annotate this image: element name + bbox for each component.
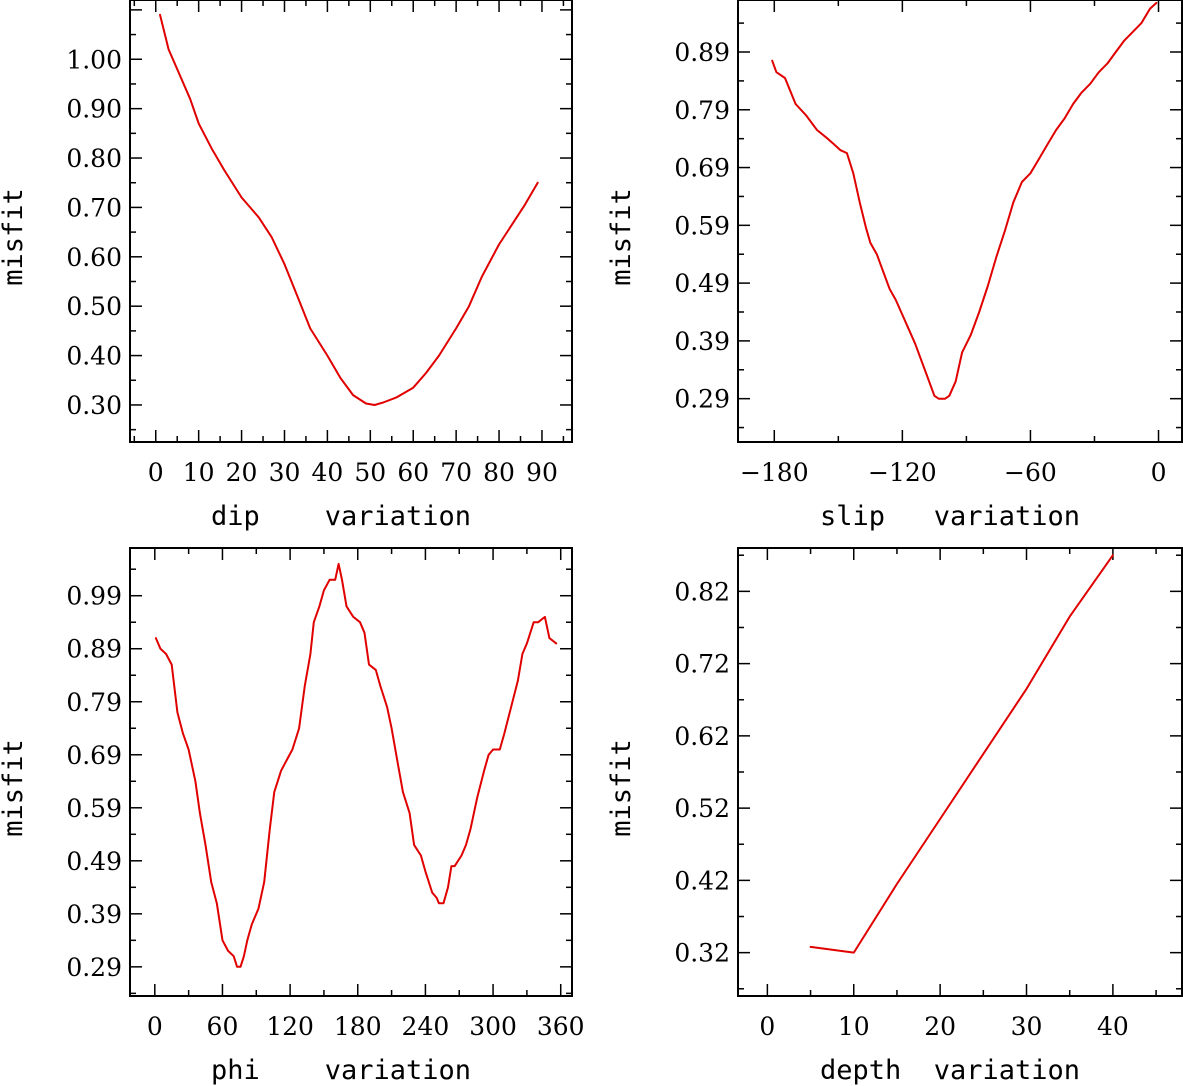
slip-xaxis-title: slip variation [820,501,1080,532]
dip-xtick-label: 60 [397,458,429,487]
dip-xtick-label: 50 [354,458,386,487]
slip-ytick-label: 0.29 [674,385,730,414]
phi-xtick-label: 0 [147,1012,163,1041]
dip-yaxis-title: misfit [0,188,29,286]
slip-ytick-label: 0.39 [674,327,730,356]
phi-xtick-label: 120 [266,1012,314,1041]
dip-xtick-label: 0 [148,458,164,487]
dip-xaxis-title: dip variation [211,501,471,532]
phi-ytick-label: 0.79 [66,688,122,717]
dip-ytick-label: 0.30 [66,391,122,420]
phi-xtick-label: 300 [469,1012,517,1041]
slip-ytick-label: 0.79 [674,96,730,125]
depth-xtick-label: 10 [838,1012,870,1041]
dip-xtick-label: 70 [440,458,472,487]
dip-xtick-label: 30 [269,458,301,487]
dip-xtick-label: 80 [483,458,515,487]
dip-ytick-label: 0.50 [66,292,122,321]
depth-xtick-label: 0 [759,1012,775,1041]
dip-xtick-label: 20 [226,458,258,487]
phi-ytick-label: 0.59 [66,794,122,823]
phi-xtick-label: 360 [537,1012,585,1041]
phi-ytick-label: 0.49 [66,847,122,876]
depth-ytick-label: 0.42 [674,866,730,895]
depth-xtick-label: 30 [1011,1012,1043,1041]
depth-panel: 0.32 0.42 0.52 0.62 0.72 0.82 0 10 20 30 40 depth v… [606,547,1183,1086]
slip-plot-frame [737,0,1183,443]
dip-ytick-label: 0.70 [66,193,122,222]
phi-xaxis-title: phi variation [211,1055,471,1086]
phi-yaxis-title: misfit [0,739,29,837]
slip-ytick-label: 0.69 [674,154,730,183]
slip-xtick-label: −120 [868,458,937,487]
slip-panel: 0.29 0.39 0.49 0.59 0.69 0.79 0.89 −180 −120 −60 0… [606,0,1183,532]
depth-xtick-label: 40 [1097,1012,1129,1041]
dip-xtick-label: 10 [183,458,215,487]
phi-plot-frame [129,547,573,997]
depth-ytick-label: 0.32 [674,939,730,968]
dip-misfit-line [159,13,539,406]
slip-xtick-label: −180 [740,458,809,487]
depth-xaxis-title: depth variation [820,1055,1080,1086]
depth-yaxis-title: misfit [606,739,637,837]
slip-xtick-label: 0 [1151,458,1167,487]
dip-panel: 0.30 0.40 0.50 0.60 0.70 0.80 0.90 1.00 0 10 20 30 4… [0,0,573,532]
depth-xtick-label: 20 [924,1012,956,1041]
phi-ytick-label: 0.29 [66,953,122,982]
dip-ytick-label: 1.00 [66,45,122,74]
depth-plot-frame [737,547,1183,997]
phi-xtick-label: 180 [334,1012,382,1041]
phi-panel: 0.29 0.39 0.49 0.59 0.69 0.79 0.89 0.99 0 60 120 18… [0,547,585,1086]
depth-ytick-label: 0.62 [674,722,730,751]
dip-xtick-label: 90 [526,458,558,487]
phi-misfit-line [154,562,558,968]
depth-ytick-label: 0.72 [674,650,730,679]
dip-plot-frame [129,0,573,443]
slip-misfit-line [771,1,1158,400]
phi-xtick-label: 240 [402,1012,450,1041]
dip-ytick-label: 0.80 [66,144,122,173]
slip-ytick-label: 0.59 [674,211,730,240]
dip-xtick-label: 40 [311,458,343,487]
depth-ytick-label: 0.52 [674,794,730,823]
dip-ytick-label: 0.90 [66,95,122,124]
slip-xtick-label: −60 [1004,458,1057,487]
phi-xtick-label: 60 [207,1012,239,1041]
phi-ytick-label: 0.99 [66,582,122,611]
dip-ytick-label: 0.40 [66,342,122,371]
depth-misfit-line [809,554,1114,954]
slip-ytick-label: 0.89 [674,38,730,67]
dip-ytick-label: 0.60 [66,243,122,272]
phi-ytick-label: 0.69 [66,741,122,770]
phi-ytick-label: 0.89 [66,635,122,664]
slip-yaxis-title: misfit [606,188,637,286]
depth-ytick-label: 0.82 [674,577,730,606]
slip-ytick-label: 0.49 [674,269,730,298]
phi-ytick-label: 0.39 [66,900,122,929]
